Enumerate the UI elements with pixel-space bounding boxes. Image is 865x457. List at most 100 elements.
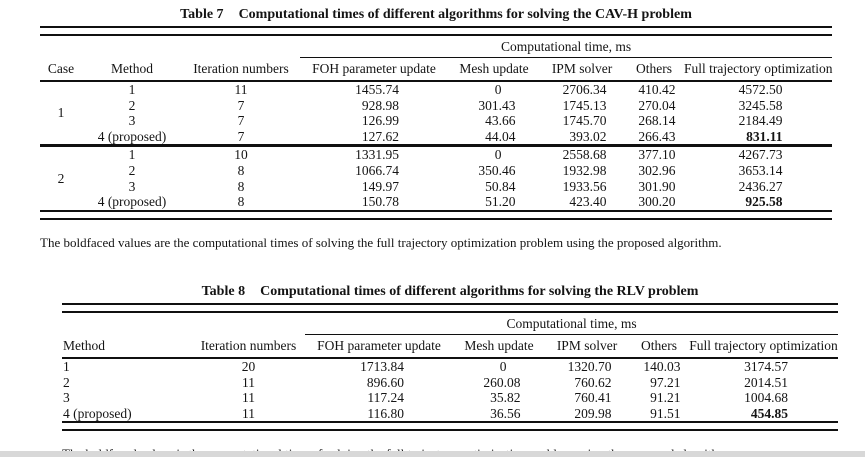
col-header-mesh: Mesh update: [453, 334, 545, 359]
cell-full: 2014.51: [744, 374, 789, 390]
cell-iterations: 7: [237, 128, 245, 144]
table-row: 2 1 10 1331.95 0 2558.68 377.10 4267.73: [40, 144, 833, 210]
cell-method: 2: [63, 374, 70, 390]
cell-iterations: 7: [237, 97, 245, 113]
table7-spanner-header: Computational time, ms: [300, 36, 833, 58]
cell-ipm: 2558.68: [540, 144, 624, 163]
table7-top-double-rule: [40, 26, 832, 36]
cell-case: 1: [57, 105, 65, 121]
col-header-method: Method: [82, 57, 182, 82]
cell-foh: 116.80: [367, 405, 404, 421]
cell-ipm: 1745.70: [562, 113, 607, 129]
cell-full: 2436.27: [738, 178, 783, 194]
cell-method: 3: [128, 178, 136, 194]
col-header-foh: FOH parameter update: [300, 57, 448, 82]
table7-caption-text: Computational times of different algorit…: [238, 7, 692, 22]
table8-caption: Table 8 Computational times of different …: [62, 281, 838, 303]
table-row: 2 11 896.60 260.08 760.62 97.21 2014.51: [62, 375, 838, 391]
table-row: 1 1 11 1455.74 0 2706.34 410.42 4572.50: [40, 81, 832, 120]
cell-others: 300.20: [638, 194, 676, 210]
cell-full-bold: 831.11: [746, 128, 783, 144]
table8-bottom-double-rule: [62, 421, 838, 432]
cell-mesh: 0: [448, 144, 540, 163]
cell-iterations: 8: [237, 194, 245, 210]
cell-foh: 1331.95: [300, 144, 448, 163]
cell-iterations: 8: [237, 162, 245, 178]
cell-method: 4 (proposed): [97, 128, 167, 144]
cell-method: 1: [82, 144, 182, 163]
cell-mesh: 36.56: [490, 405, 521, 421]
cell-iterations: 7: [237, 113, 245, 129]
cell-full: 3245.58: [738, 97, 783, 113]
cell-mesh: 51.20: [485, 194, 516, 210]
cell-method: 1: [128, 82, 136, 97]
cell-method: 3: [63, 390, 70, 406]
table8-top-double-rule: [62, 303, 838, 313]
cell-ipm: 209.98: [574, 405, 612, 421]
col-header-ipm: IPM solver: [540, 57, 624, 82]
table8-caption-text: Computational times of different algorit…: [260, 284, 699, 299]
cell-mesh: 301.43: [478, 97, 516, 113]
table7-spanner-row: Computational time, ms: [40, 36, 833, 58]
cell-full: 2184.49: [738, 113, 783, 129]
table8-caption-label: Table 8: [201, 284, 246, 299]
cell-ipm: 1933.56: [562, 178, 607, 194]
col-header-ipm: IPM solver: [545, 334, 629, 359]
spanner-empty: [62, 313, 305, 335]
cell-method: 4 (proposed): [63, 405, 132, 421]
table-row: 2 7 928.98 301.43 1745.13 270.04 3245.58: [40, 98, 832, 114]
cell-foh: 150.78: [361, 194, 399, 210]
cell-others: 410.42: [638, 82, 676, 97]
cell-full: 3174.57: [744, 359, 789, 374]
table7-bottom-double-rule: [40, 209, 832, 220]
cell-method: 3: [128, 113, 136, 129]
cell-ipm: 393.02: [569, 128, 607, 144]
cell-method: 4 (proposed): [97, 194, 167, 210]
cell-mesh: 43.66: [485, 113, 516, 129]
col-header-iterations: Iteration numbers: [182, 57, 300, 82]
cell-iterations: 11: [242, 390, 255, 406]
cell-mesh: 44.04: [485, 128, 516, 144]
cell-mesh: 350.46: [478, 162, 516, 178]
cell-mesh: 35.82: [490, 390, 521, 406]
cell-full: 1004.68: [744, 390, 789, 406]
cell-full-bold: 454.85: [750, 405, 789, 421]
cell-foh: 896.60: [366, 374, 404, 390]
table-row: 2 8 1066.74 350.46 1932.98 302.96 3653.1…: [40, 163, 832, 179]
table8-section: Table 8 Computational times of different …: [62, 281, 839, 457]
cell-iterations: 20: [241, 359, 256, 374]
cell-full-bold: 925.58: [745, 194, 783, 210]
cell-ipm: 423.40: [569, 194, 607, 210]
cell-iterations: 11: [242, 405, 255, 421]
cell-full: 4572.50: [738, 82, 783, 97]
col-header-others: Others: [629, 334, 689, 359]
cell-method: 2: [128, 97, 136, 113]
table7-footnote: The boldfaced values are the computation…: [40, 234, 722, 250]
table-row: 3 11 117.24 35.82 760.41 91.21 1004.68: [62, 390, 838, 406]
cell-method: 1: [63, 359, 70, 374]
cell-others: 302.96: [638, 162, 676, 178]
cell-foh: 1066.74: [355, 162, 399, 178]
cell-ipm: 2706.34: [562, 82, 607, 97]
col-header-others: Others: [624, 57, 684, 82]
cell-others: 270.04: [638, 97, 676, 113]
table8-header-row: Method Iteration numbers FOH parameter u…: [62, 334, 839, 359]
cell-others: 91.21: [650, 390, 681, 406]
cell-others: 97.21: [650, 374, 681, 390]
table7: Computational time, ms Case Method Itera…: [40, 36, 832, 210]
cell-foh: 1455.74: [355, 82, 399, 97]
col-header-method: Method: [62, 334, 192, 359]
cell-method: 2: [128, 162, 136, 178]
cell-full: 4267.73: [684, 144, 833, 163]
cell-ipm: 1320.70: [567, 359, 612, 374]
cell-foh: 117.24: [367, 390, 404, 406]
table8: Computational time, ms Method Iteration …: [62, 313, 839, 422]
cell-others: 301.90: [638, 178, 676, 194]
cell-foh: 149.97: [361, 178, 399, 194]
cell-mesh: 260.08: [483, 374, 521, 390]
table7-caption-label: Table 7: [180, 7, 224, 22]
table-row: 3 8 149.97 50.84 1933.56 301.90 2436.27: [40, 179, 832, 195]
table-row: 4 (proposed) 11 116.80 36.56 209.98 91.5…: [62, 406, 838, 422]
cell-others: 268.14: [638, 113, 676, 129]
